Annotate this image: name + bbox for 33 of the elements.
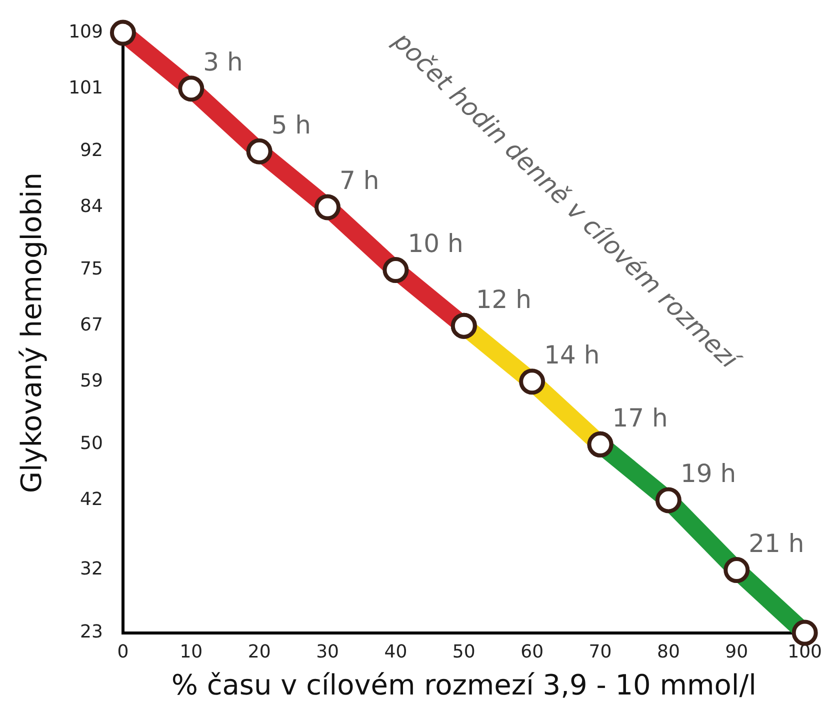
- y-tick-label: 109: [68, 21, 103, 42]
- annotation: 10 h: [408, 229, 464, 258]
- y-tick-label: 50: [80, 433, 103, 454]
- y-tick-label: 84: [80, 196, 103, 217]
- x-tick-label: 60: [520, 641, 544, 662]
- y-tick-label: 92: [80, 140, 103, 162]
- y-tick-label: 67: [80, 314, 103, 336]
- y-axis-title: Glykovaný hemoglobin: [15, 172, 48, 494]
- x-tick-label: 30: [316, 641, 339, 662]
- annotation: 5 h: [271, 110, 312, 140]
- y-tick-label: 23: [80, 621, 103, 642]
- y-tick-label: 59: [80, 370, 103, 392]
- annotation: 19 h: [680, 459, 736, 488]
- annotation: 21 h: [748, 529, 804, 558]
- annotation: 14 h: [544, 340, 600, 370]
- annotation: 7 h: [340, 166, 380, 196]
- annotation: 3 h: [203, 48, 243, 77]
- x-tick-label: 100: [788, 641, 822, 662]
- y-tick-label: 42: [80, 488, 103, 510]
- x-tick-label: 20: [248, 641, 271, 662]
- y-tick-label: 75: [80, 258, 103, 280]
- x-tick-label: 10: [180, 641, 203, 662]
- x-tick-label: 80: [656, 641, 680, 662]
- y-tick-label: 32: [80, 558, 103, 580]
- annotation: 12 h: [476, 284, 532, 314]
- x-tick-label: 40: [384, 641, 408, 662]
- x-tick-label: 90: [725, 641, 748, 662]
- x-axis-title: % času v cílovém rozmezí 3,9 - 10 mmol/l: [171, 668, 756, 702]
- x-tick-label: 0: [117, 641, 129, 662]
- x-tick-label: 70: [588, 641, 612, 662]
- y-tick-label: 101: [68, 77, 103, 98]
- x-tick-label: 50: [452, 641, 476, 662]
- annotation: 17 h: [612, 403, 668, 432]
